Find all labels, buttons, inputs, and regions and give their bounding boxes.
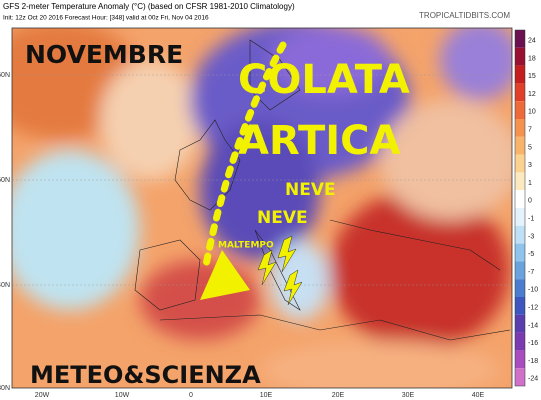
colorbar-swatch bbox=[515, 83, 525, 102]
colorbar-frame bbox=[514, 29, 526, 387]
colorbar-label: 3 bbox=[528, 162, 532, 169]
lon-label: 0 bbox=[189, 392, 193, 399]
colorbar-label: -18 bbox=[528, 358, 538, 365]
watermark: TROPICALTIDBITS.COM bbox=[419, 11, 510, 20]
colorbar-label: -24 bbox=[528, 376, 538, 383]
colorbar-swatch bbox=[515, 279, 525, 297]
colorbar-swatch bbox=[515, 30, 525, 48]
lat-label: 40N bbox=[0, 282, 10, 289]
snow-label: NEVE bbox=[285, 180, 336, 200]
colorbar-swatch bbox=[515, 65, 525, 84]
colorbar-label: 12 bbox=[528, 91, 536, 98]
colorbar-label: -5 bbox=[528, 251, 534, 258]
colorbar-label: -14 bbox=[528, 322, 538, 329]
colorbar-swatch bbox=[515, 154, 525, 173]
colorbar-label: 15 bbox=[528, 73, 536, 80]
colorbar-swatch bbox=[515, 136, 525, 155]
colorbar-swatch bbox=[515, 314, 525, 333]
colorbar-swatch bbox=[515, 119, 525, 137]
colorbar-swatch bbox=[515, 225, 525, 244]
lon-label: 10W bbox=[115, 392, 130, 399]
map-field bbox=[12, 28, 512, 388]
colorbar-label: -12 bbox=[528, 305, 538, 312]
arrow-path bbox=[201, 41, 287, 274]
colorbar-label: -1 bbox=[528, 216, 534, 223]
colorbar-swatch bbox=[515, 208, 525, 226]
signature: METEO&SCIENZA bbox=[30, 361, 261, 389]
snow-label: NEVE bbox=[257, 208, 308, 228]
weather-label: MALTEMPO bbox=[218, 241, 274, 251]
colorbar-swatch bbox=[515, 101, 525, 119]
colorbar-swatch bbox=[515, 47, 525, 66]
map-info: Init: 12z Oct 20 2016 Forecast Hour: [34… bbox=[3, 15, 209, 22]
colorbar-label: 0 bbox=[528, 198, 532, 205]
map-title: GFS 2-meter Temperature Anomaly (°C) (ba… bbox=[3, 2, 295, 11]
headline: ARTICA bbox=[238, 118, 400, 164]
lon-label: 20E bbox=[332, 392, 345, 399]
lat-label: 30N bbox=[0, 385, 10, 392]
colorbar-swatch bbox=[515, 243, 525, 262]
colorbar-label: 18 bbox=[528, 55, 536, 62]
colorbar-label: 1 bbox=[528, 180, 532, 187]
month-label: NOVEMBRE bbox=[25, 40, 183, 69]
colorbar-swatch bbox=[515, 190, 525, 208]
lon-label: 10E bbox=[260, 392, 273, 399]
colorbar-swatch bbox=[515, 297, 525, 315]
lat-label: 50N bbox=[0, 177, 10, 184]
colorbar-label: -7 bbox=[528, 269, 534, 276]
colorbar-label: 10 bbox=[528, 109, 536, 116]
colorbar-label: 5 bbox=[528, 144, 532, 151]
colorbar-swatch bbox=[515, 261, 525, 280]
colorbar-label: 7 bbox=[528, 127, 532, 134]
colorbar-label: -16 bbox=[528, 340, 538, 347]
colorbar-swatch bbox=[515, 350, 525, 369]
lightning bbox=[257, 235, 303, 306]
colorbar-swatch bbox=[515, 172, 525, 191]
lon-label: 40E bbox=[472, 392, 485, 399]
colorbar-swatch bbox=[515, 368, 525, 386]
colorbar-label: -3 bbox=[528, 233, 534, 240]
headline: COLATA bbox=[238, 57, 410, 103]
arrow-head bbox=[200, 250, 250, 300]
map-frame bbox=[11, 27, 513, 389]
colorbar-label: 24 bbox=[528, 38, 536, 45]
colorbar-label: -10 bbox=[528, 287, 538, 294]
lon-label: 30E bbox=[402, 392, 415, 399]
colorbar-swatch bbox=[515, 332, 525, 351]
lon-label: 20W bbox=[35, 392, 50, 399]
lat-label: 60N bbox=[0, 72, 10, 79]
